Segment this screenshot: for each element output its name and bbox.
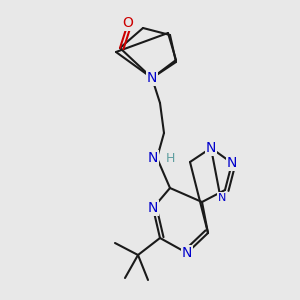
Text: N: N bbox=[218, 193, 226, 203]
Text: N: N bbox=[206, 141, 216, 155]
Text: N: N bbox=[148, 151, 158, 165]
Text: N: N bbox=[182, 246, 192, 260]
Text: N: N bbox=[148, 201, 158, 215]
Text: H: H bbox=[165, 152, 175, 164]
Text: O: O bbox=[123, 16, 134, 30]
Text: N: N bbox=[227, 156, 237, 170]
Text: N: N bbox=[147, 71, 157, 85]
